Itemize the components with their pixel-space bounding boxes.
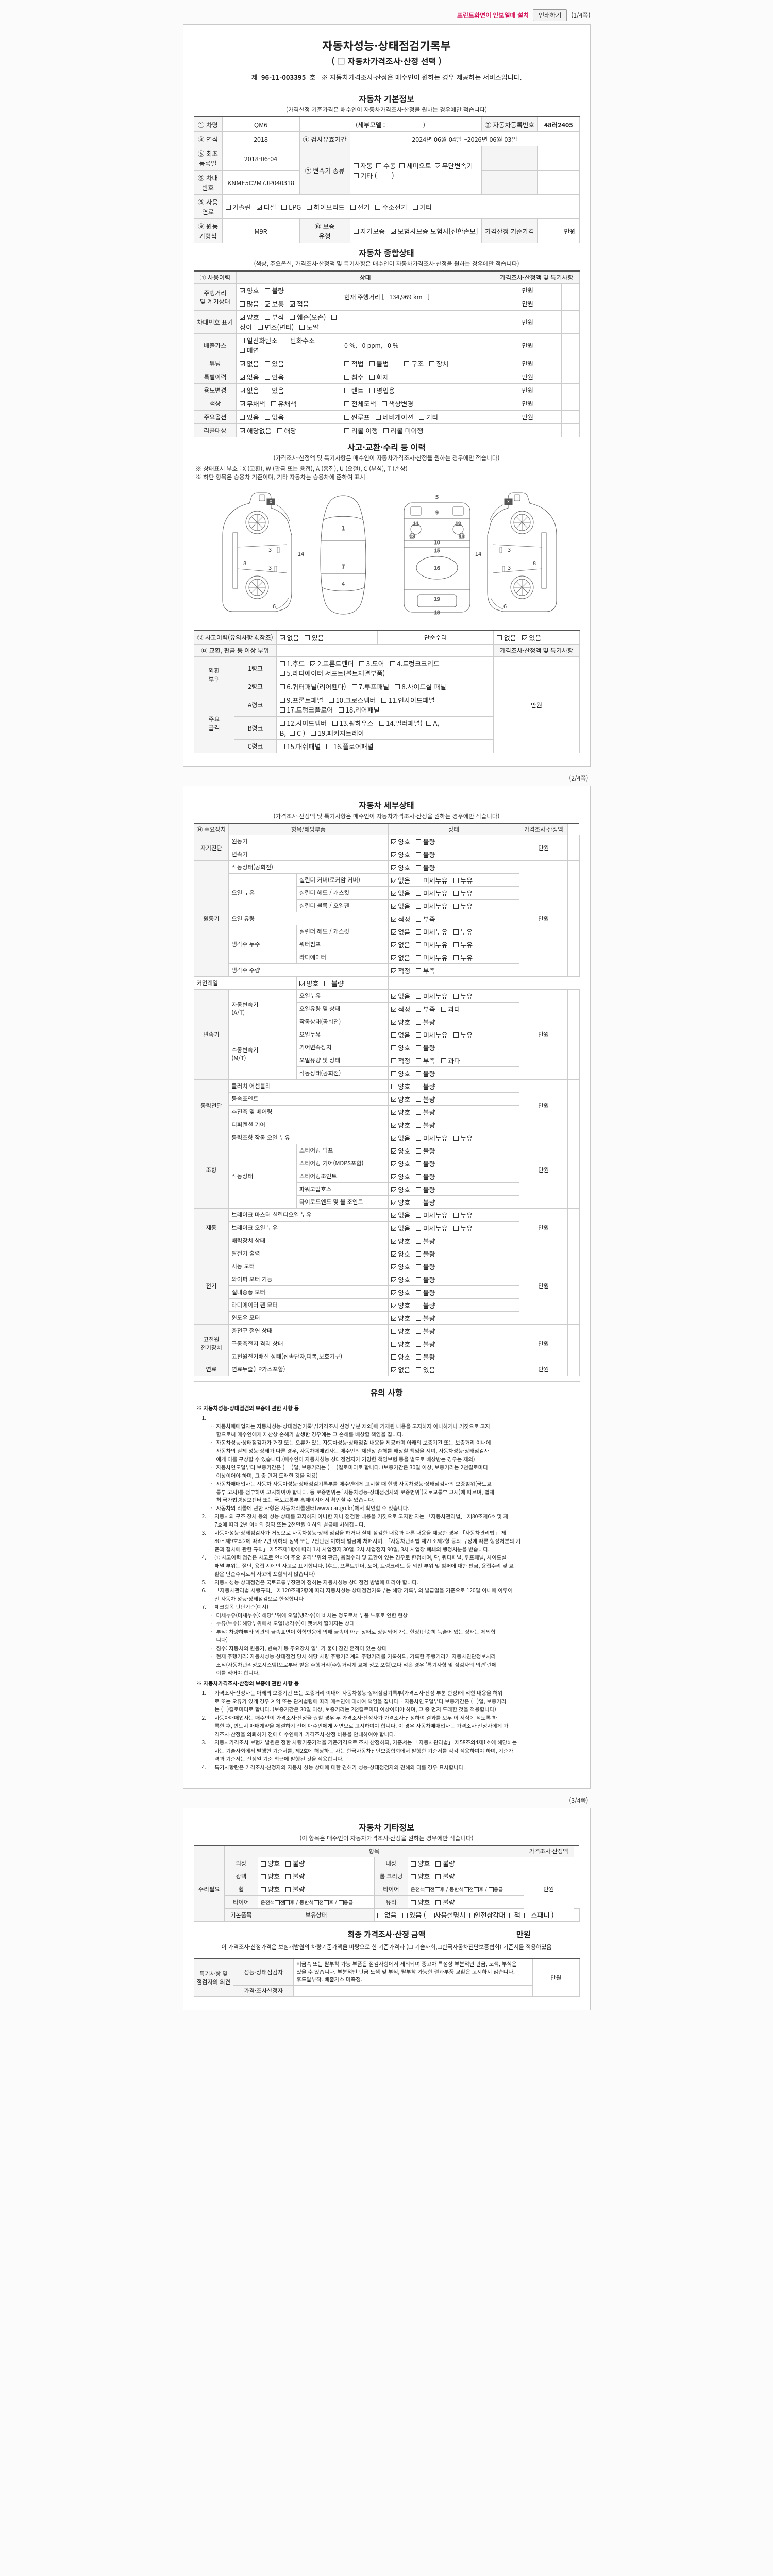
- svg-text:15: 15: [434, 546, 440, 554]
- svg-text:10: 10: [434, 538, 440, 546]
- svg-text:3: 3: [268, 546, 271, 554]
- svg-text:13: 13: [459, 532, 464, 540]
- svg-text:18: 18: [434, 608, 440, 616]
- svg-text:8: 8: [532, 559, 535, 567]
- svg-text:13: 13: [409, 532, 415, 540]
- svg-text:8: 8: [243, 559, 246, 567]
- svg-text:X: X: [507, 498, 510, 505]
- svg-text:11: 11: [413, 519, 418, 527]
- svg-text:9: 9: [435, 508, 439, 516]
- svg-text:14: 14: [297, 550, 304, 558]
- svg-text:16: 16: [434, 564, 440, 571]
- svg-text:3: 3: [268, 564, 271, 572]
- svg-text:6: 6: [272, 602, 275, 611]
- svg-text:12: 12: [455, 519, 461, 527]
- svg-text:X: X: [269, 498, 272, 505]
- svg-text:3: 3: [507, 564, 510, 572]
- svg-text:5: 5: [435, 493, 439, 500]
- svg-text:4: 4: [341, 580, 344, 588]
- svg-text:7: 7: [341, 563, 344, 571]
- svg-text:3: 3: [507, 546, 510, 554]
- svg-text:1: 1: [341, 524, 344, 532]
- svg-text:19: 19: [434, 595, 440, 602]
- svg-text:14: 14: [475, 550, 481, 558]
- svg-text:6: 6: [503, 602, 506, 611]
